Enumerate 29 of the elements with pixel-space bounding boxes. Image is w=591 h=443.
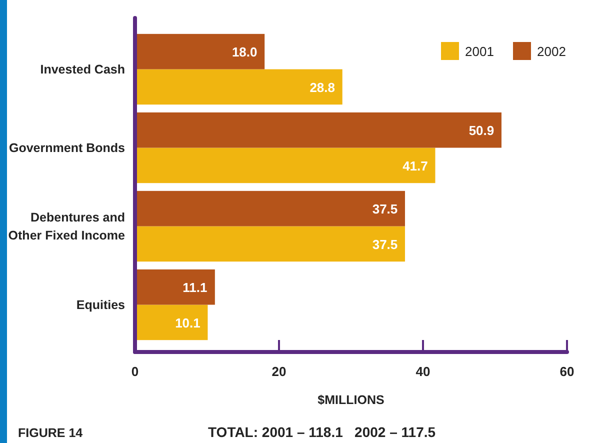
bar [135,226,405,262]
y-tick-label: Equities [76,298,126,312]
bar [135,148,436,184]
bar [135,112,502,148]
data-label: 28.8 [310,80,336,95]
y-tick-label: Invested Cash [40,62,125,76]
data-label: 10.1 [175,315,200,330]
data-label: 11.1 [182,280,208,296]
legend-label: 2001 [465,44,494,59]
bar [135,190,405,226]
bar [135,34,265,70]
x-tick-label: 0 [131,364,139,379]
x-tick-label: 40 [416,364,430,379]
x-tick-label: 60 [560,364,574,379]
x-axis-title: $MILLIONS [318,393,384,407]
data-label: 50.9 [468,123,494,138]
data-label: 18.0 [232,44,258,60]
bar [135,304,208,340]
data-label: 37.5 [372,236,398,252]
y-tick-label: Debentures and Other Fixed Income [8,210,126,242]
bar [135,269,215,305]
x-tick-label: 20 [272,364,286,379]
text: TOTAL: 2001 – 118.1 2002 – 117.5 [208,424,436,440]
legend-label: 2002 [537,44,566,59]
y-tick-label: Government Bonds [9,140,126,155]
caption: FIGURE 14 [18,426,83,440]
bar [135,69,342,105]
data-label: 37.5 [372,202,398,217]
data-label: 41.7 [402,158,428,174]
